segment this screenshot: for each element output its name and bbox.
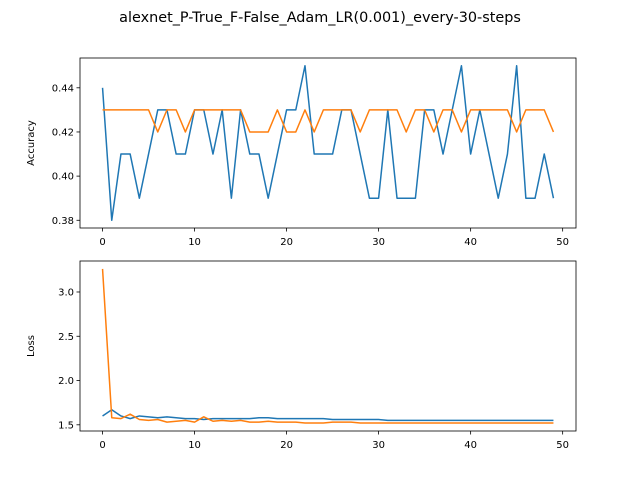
x-tick-label: 10: [188, 237, 201, 248]
axes-frame: [79, 57, 577, 229]
y-axis-label: Accuracy: [26, 120, 37, 166]
x-tick-label: 30: [372, 237, 385, 248]
x-tick-label: 50: [556, 440, 569, 451]
x-tick-label: 0: [99, 237, 105, 248]
x-tick-label: 0: [99, 440, 105, 451]
series-line-2: [102, 109, 555, 133]
series-line-1: [101, 64, 555, 222]
x-tick-label: 40: [464, 440, 477, 451]
x-tick-label: 40: [464, 237, 477, 248]
y-tick-label: 0.44: [52, 83, 74, 94]
series-line-2: [101, 268, 554, 424]
y-tick-label: 0.38: [52, 216, 74, 227]
y-tick-label: 2.5: [58, 332, 74, 343]
y-tick-label: 1.5: [58, 420, 74, 431]
y-tick-label: 3.0: [58, 288, 74, 299]
x-tick-label: 10: [188, 440, 201, 451]
y-tick-label: 2.0: [58, 376, 74, 387]
figure-title: alexnet_P-True_F-False_Adam_LR(0.001)_ev…: [119, 10, 521, 26]
axes-frame: [79, 260, 577, 432]
y-tick-label: 0.40: [52, 172, 74, 183]
series-line-1: [102, 409, 554, 422]
accuracy-panel: 0 10 20 30 40 50 0.38 0.40 0.42 0.44 Accuracy: [26, 57, 577, 248]
x-tick-label: 50: [556, 237, 569, 248]
loss-panel: 0 10 20 30 40 50 1.5 2.0 2.5 3.0 Loss: [26, 260, 577, 451]
y-axis-label: Loss: [26, 335, 37, 357]
y-tick-label: 0.42: [52, 128, 74, 139]
x-tick-label: 30: [372, 440, 385, 451]
x-tick-label: 20: [280, 237, 293, 248]
x-tick-label: 20: [280, 440, 293, 451]
